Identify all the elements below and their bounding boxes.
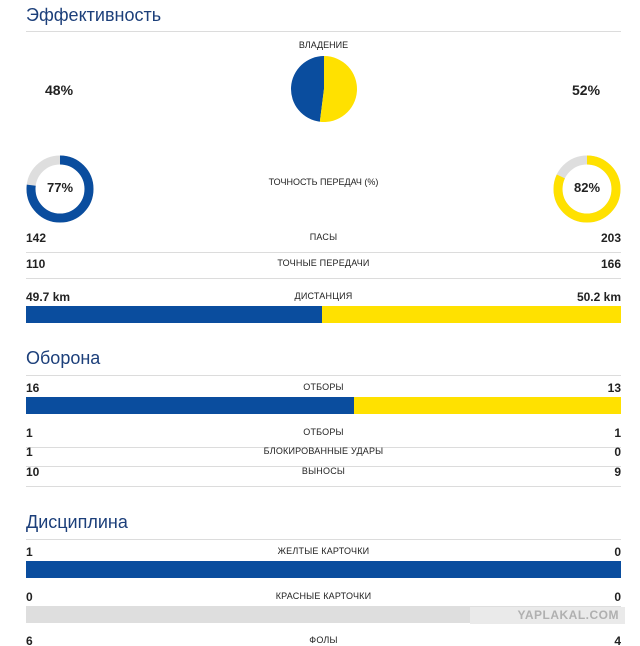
distance-bar-left <box>26 306 322 323</box>
clearances-right-value: 9 <box>614 465 621 479</box>
stat-row-passes: 142 ПАСЫ 203 <box>26 231 621 253</box>
clearances-left-value: 10 <box>26 465 40 479</box>
tackles-bar-left-value: 16 <box>26 381 40 395</box>
watermark: YAPLAKAL.COM <box>470 607 625 624</box>
red-cards-left-value: 0 <box>26 590 33 604</box>
possession-left-value: 48% <box>45 82 74 98</box>
row-divider <box>26 278 621 279</box>
red-cards-label: КРАСНЫЕ КАРТОЧКИ <box>275 591 372 601</box>
pass-accuracy-left-donut: 77% <box>26 155 94 223</box>
distance-bar-right <box>322 306 621 323</box>
pass-accuracy-label: ТОЧНОСТЬ ПЕРЕДАЧ (%) <box>268 177 379 187</box>
tackles-bar-label: ОТБОРЫ <box>303 382 344 392</box>
pass-accuracy-right-value: 82% <box>573 180 601 195</box>
stat-row-tackles: 1 ОТБОРЫ 1 <box>26 426 621 448</box>
row-divider <box>26 252 621 253</box>
yellow-cards-bar <box>26 561 621 578</box>
distance-left-value: 49.7 km <box>26 290 71 304</box>
row-divider <box>26 466 621 467</box>
accurate-passes-label: ТОЧНЫЕ ПЕРЕДАЧИ <box>277 258 370 268</box>
tackles-bar-left <box>26 397 355 414</box>
fouls-left-value: 6 <box>26 634 33 646</box>
accurate-passes-left-value: 110 <box>26 257 46 271</box>
stat-row-red-cards: 0 КРАСНЫЕ КАРТОЧКИ 0 <box>26 590 621 608</box>
section-title-discipline: Дисциплина <box>26 512 128 532</box>
stat-row-distance: 49.7 km ДИСТАНЦИЯ 50.2 km <box>26 290 621 308</box>
possession-label: ВЛАДЕНИЕ <box>298 40 349 50</box>
passes-label: ПАСЫ <box>309 232 338 242</box>
stat-row-clearances: 10 ВЫНОСЫ 9 <box>26 465 621 487</box>
stat-row-blocked-shots: 1 БЛОКИРОВАННЫЕ УДАРЫ 0 <box>26 445 621 467</box>
tackles-bar-right-value: 13 <box>607 381 621 395</box>
yellow-cards-right-value: 0 <box>614 545 621 559</box>
yellow-cards-label: ЖЕЛТЫЕ КАРТОЧКИ <box>277 546 370 556</box>
passes-right-value: 203 <box>600 231 621 245</box>
tackles-left-value: 1 <box>26 426 33 440</box>
section-divider <box>26 31 621 32</box>
blocked-shots-left-value: 1 <box>26 445 33 459</box>
possession-pie-left-slice <box>290 56 324 122</box>
pass-accuracy-left-value: 77% <box>46 180 74 195</box>
clearances-label: ВЫНОСЫ <box>301 466 346 476</box>
tackles-right-value: 1 <box>614 426 621 440</box>
fouls-label: ФОЛЫ <box>309 635 338 645</box>
possession-right-value: 52% <box>572 82 601 98</box>
passes-left-value: 142 <box>26 231 47 245</box>
section-divider <box>26 539 621 540</box>
section-title-efficiency: Эффективность <box>26 5 162 25</box>
stat-row-fouls: 6 ФОЛЫ 4 <box>26 634 621 646</box>
yellow-cards-left-value: 1 <box>26 545 33 559</box>
stat-row-yellow-cards: 1 ЖЕЛТЫЕ КАРТОЧКИ 0 <box>26 545 621 563</box>
red-cards-right-value: 0 <box>614 590 621 604</box>
yellow-cards-bar-left <box>26 561 621 578</box>
watermark-text: YAPLAKAL.COM <box>517 608 619 622</box>
row-divider <box>26 486 621 487</box>
distance-bar <box>26 306 621 323</box>
tackles-label: ОТБОРЫ <box>303 427 344 437</box>
stat-row-tackles-bar: 16 ОТБОРЫ 13 <box>26 381 621 399</box>
tackles-bar <box>26 397 621 414</box>
blocked-shots-label: БЛОКИРОВАННЫЕ УДАРЫ <box>263 446 384 456</box>
fouls-right-value: 4 <box>614 634 621 646</box>
donut-right-arc <box>553 155 621 223</box>
pass-accuracy-right-donut: 82% <box>553 155 621 223</box>
stat-row-accurate-passes: 110 ТОЧНЫЕ ПЕРЕДАЧИ 166 <box>26 257 621 279</box>
possession-pie <box>290 56 357 122</box>
possession-pie-right-slice <box>319 56 357 122</box>
section-title-defense: Оборона <box>26 348 101 368</box>
donut-left-arc <box>26 155 94 223</box>
accurate-passes-right-value: 166 <box>600 257 621 271</box>
row-divider <box>26 447 621 448</box>
blocked-shots-right-value: 0 <box>614 445 621 459</box>
distance-label: ДИСТАНЦИЯ <box>294 291 353 301</box>
section-divider <box>26 375 621 376</box>
distance-right-value: 50.2 km <box>576 290 621 304</box>
tackles-bar-right <box>354 397 621 414</box>
